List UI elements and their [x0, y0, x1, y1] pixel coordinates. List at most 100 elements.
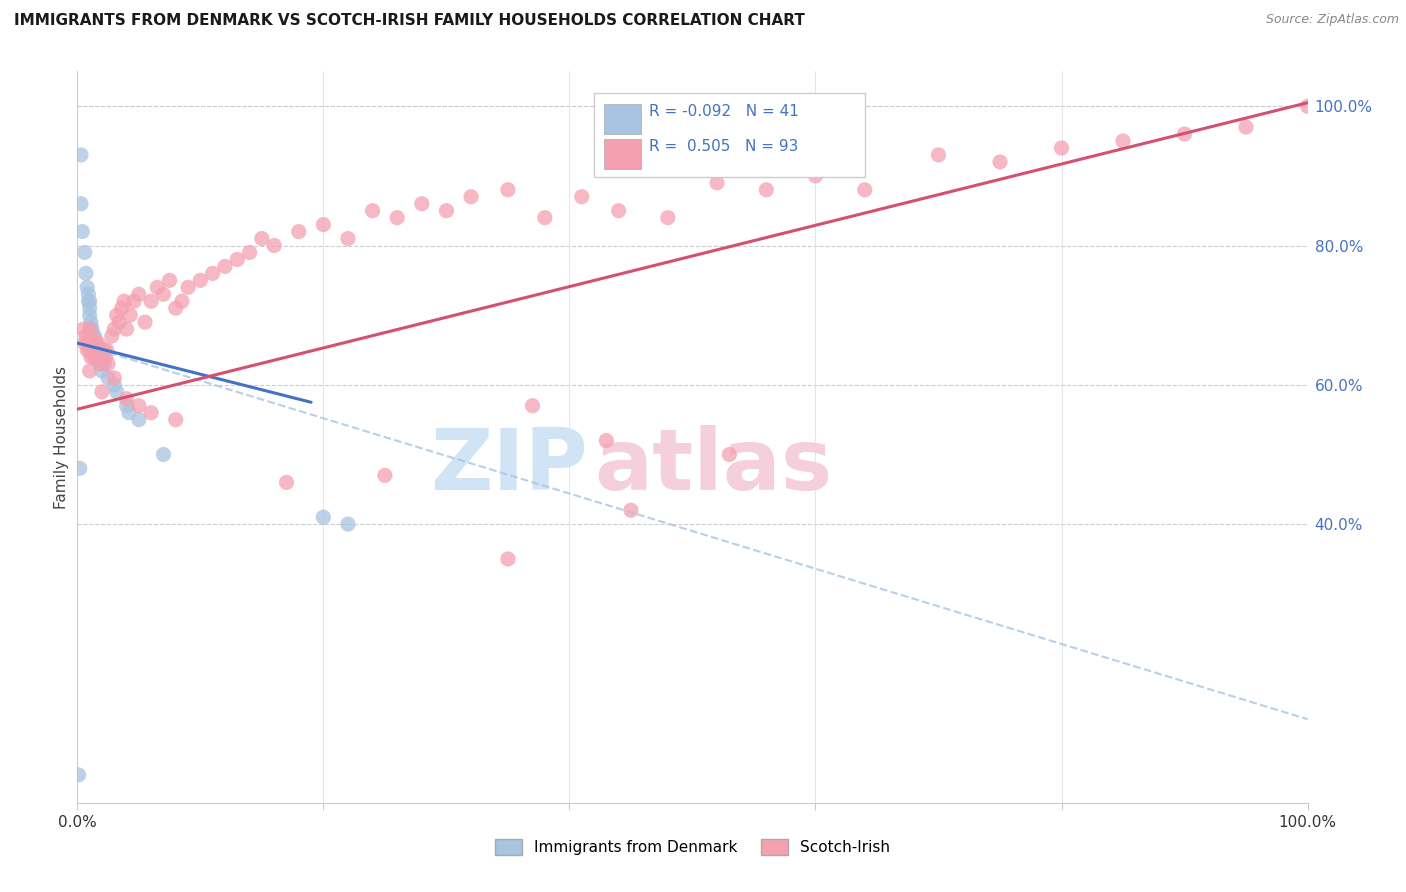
Point [263, 238, 285, 252]
Point [436, 203, 458, 218]
FancyBboxPatch shape [605, 104, 641, 134]
Point [115, 399, 138, 413]
Point [101, 329, 124, 343]
Point [115, 322, 138, 336]
Text: R =  0.505   N = 93: R = 0.505 N = 93 [650, 139, 799, 154]
Point [86, 343, 108, 357]
Point [105, 384, 128, 399]
Point [522, 399, 544, 413]
Point [188, 273, 212, 287]
Point [103, 371, 125, 385]
Point [374, 468, 396, 483]
Point [82, 336, 104, 351]
Point [67, 768, 90, 782]
Point [112, 294, 135, 309]
Point [118, 406, 141, 420]
Point [159, 273, 181, 287]
Point [69, 461, 91, 475]
Point [755, 183, 778, 197]
Point [128, 287, 150, 301]
Point [853, 183, 876, 197]
Point [90, 343, 114, 357]
Point [165, 412, 187, 426]
Point [165, 301, 187, 316]
Point [105, 308, 128, 322]
Point [146, 280, 169, 294]
Point [1112, 134, 1135, 148]
Point [134, 315, 156, 329]
Point [111, 301, 132, 316]
Point [75, 266, 97, 280]
Point [72, 322, 94, 336]
Point [460, 190, 482, 204]
Point [1234, 120, 1257, 134]
Point [76, 343, 98, 357]
Point [84, 350, 107, 364]
Point [214, 260, 236, 274]
Point [83, 329, 105, 343]
Point [170, 294, 193, 309]
Point [337, 517, 360, 532]
Point [73, 245, 96, 260]
Point [84, 336, 107, 351]
Point [82, 350, 104, 364]
Point [108, 315, 131, 329]
Point [86, 343, 108, 357]
Legend: Immigrants from Denmark, Scotch-Irish: Immigrants from Denmark, Scotch-Irish [488, 833, 897, 861]
Point [75, 329, 97, 343]
Point [79, 294, 101, 309]
Point [128, 412, 150, 426]
Point [83, 343, 105, 357]
Point [201, 266, 224, 280]
Point [80, 315, 103, 329]
Point [96, 343, 118, 357]
Point [288, 225, 311, 239]
Point [77, 336, 100, 351]
Point [496, 183, 519, 197]
Point [89, 357, 111, 371]
Point [70, 148, 93, 162]
Point [152, 287, 174, 301]
Point [89, 343, 111, 357]
Point [90, 364, 114, 378]
Point [337, 231, 360, 245]
Point [276, 475, 298, 490]
Point [83, 343, 105, 357]
Text: atlas: atlas [595, 425, 832, 508]
Point [120, 308, 142, 322]
Point [84, 336, 107, 351]
Point [534, 211, 557, 225]
Point [79, 343, 101, 357]
Point [122, 294, 145, 309]
Point [97, 357, 120, 371]
Point [177, 280, 200, 294]
Point [1174, 127, 1197, 141]
Point [706, 176, 728, 190]
Point [90, 357, 114, 371]
Point [82, 343, 104, 357]
Point [103, 377, 125, 392]
Point [87, 343, 110, 357]
Point [312, 218, 335, 232]
Point [82, 336, 104, 351]
Point [87, 336, 110, 351]
Point [607, 203, 630, 218]
Point [90, 357, 112, 371]
Point [76, 280, 98, 294]
Text: IMMIGRANTS FROM DENMARK VS SCOTCH-IRISH FAMILY HOUSEHOLDS CORRELATION CHART: IMMIGRANTS FROM DENMARK VS SCOTCH-IRISH … [14, 13, 804, 29]
Point [141, 294, 163, 309]
Point [86, 350, 108, 364]
Point [79, 322, 101, 336]
Point [361, 203, 384, 218]
Point [718, 448, 741, 462]
Text: ZIP: ZIP [430, 425, 588, 508]
Point [89, 350, 111, 364]
Point [988, 155, 1011, 169]
Point [385, 211, 409, 225]
Point [90, 384, 114, 399]
Point [73, 336, 96, 351]
Point [312, 510, 335, 524]
Point [115, 392, 138, 406]
Point [77, 294, 100, 309]
Point [928, 148, 950, 162]
